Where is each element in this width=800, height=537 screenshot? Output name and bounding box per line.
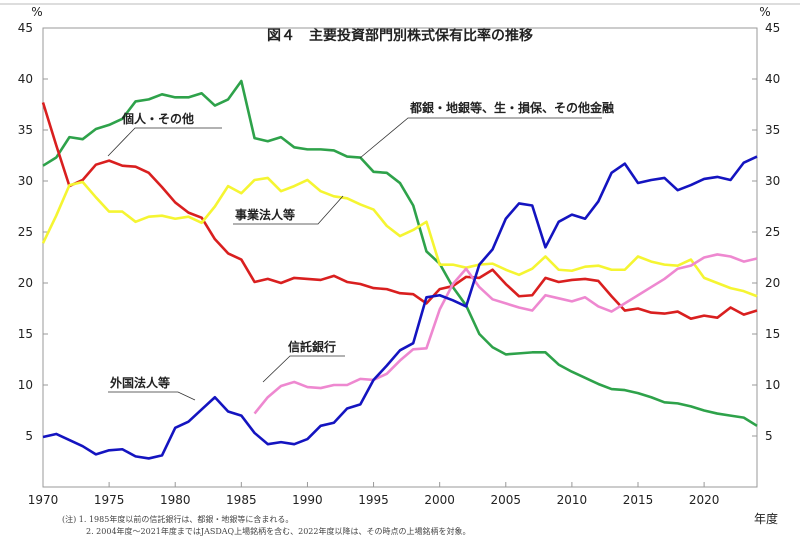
y-tick-label-right: 35 (765, 123, 780, 137)
series-line-0 (42, 79, 758, 427)
y-tick-label-left: 35 (18, 123, 33, 137)
y-tick-label-left: 40 (18, 72, 33, 86)
series-line-4 (42, 155, 758, 460)
x-tick-label: 2020 (689, 493, 720, 507)
series-line-3 (253, 253, 758, 415)
label-financial-institutions: 都銀・地銀等、生・損保、その他金融 (409, 100, 614, 115)
label-foreigners: 外国法人等 (110, 375, 170, 390)
y-tick-label-right: 30 (765, 174, 780, 188)
x-tick-label: 2015 (623, 493, 654, 507)
y-tick-label-right: 45 (765, 21, 780, 35)
note-1: (注) 1. 1985年度以前の信託銀行は、都銀・地銀等に含まれる。 (62, 514, 293, 524)
series-labels (107, 117, 602, 401)
y-tick-label-right: 15 (765, 327, 780, 341)
x-tick-label: 1985 (226, 493, 257, 507)
x-tick-label: 2000 (424, 493, 455, 507)
y-tick-label-left: 30 (18, 174, 33, 188)
y-tick-label-left: 10 (18, 378, 33, 392)
label-trust-banks: 信託銀行 (288, 339, 336, 354)
x-tick-label: 1995 (358, 493, 389, 507)
y-axis-unit-left: % (31, 5, 42, 19)
x-tick-label: 1990 (292, 493, 323, 507)
x-tick-label: 1975 (94, 493, 125, 507)
note-2: 2. 2004年度～2021年度まではJASDAQ上場銘柄を含む、2022年度以… (86, 526, 470, 536)
y-tick-label-right: 40 (765, 72, 780, 86)
x-tick-label: 1970 (28, 493, 59, 507)
x-tick-label: 1980 (160, 493, 191, 507)
y-tick-label-left: 20 (18, 276, 33, 290)
series-line-1 (41, 102, 758, 321)
chart-title: 図４ 主要投資部門別株式保有比率の推移 (267, 27, 533, 44)
y-tick-label-left: 45 (18, 21, 33, 35)
x-tick-label: 2010 (557, 493, 588, 507)
y-tick-label-left: 25 (18, 225, 33, 239)
y-tick-label-right: 25 (765, 225, 780, 239)
y-tick-label-right: 10 (765, 378, 780, 392)
y-tick-label-right: 20 (765, 276, 780, 290)
x-axis-label: 年度 (754, 511, 778, 526)
y-tick-label-left: 15 (18, 327, 33, 341)
label-business-corporations: 事業法人等 (235, 207, 295, 222)
plot-frame (42, 27, 758, 488)
series-line-2 (41, 176, 758, 298)
y-tick-label-left: 5 (25, 429, 33, 443)
label-individuals: 個人・その他 (121, 111, 194, 126)
y-axis-unit-right: % (759, 5, 770, 19)
x-tick-label: 2005 (491, 493, 522, 507)
y-tick-label-right: 5 (765, 429, 773, 443)
series-lines (41, 79, 758, 460)
